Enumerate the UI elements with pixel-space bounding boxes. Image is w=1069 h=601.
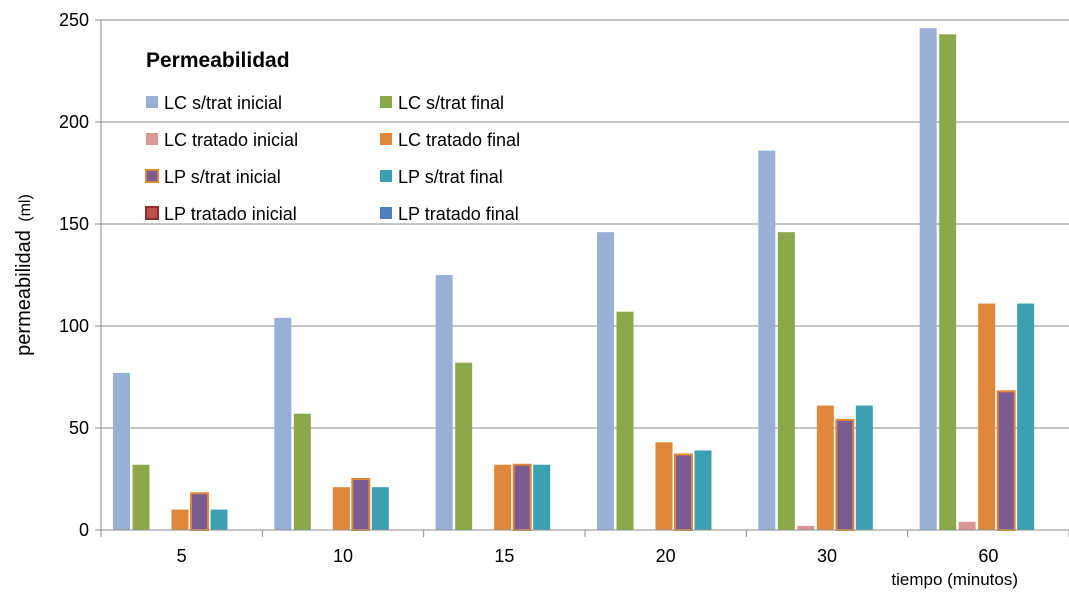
bar	[293, 413, 311, 530]
legend-label: LC s/trat final	[398, 93, 504, 113]
bar	[996, 390, 1016, 531]
legend-swatch	[146, 96, 158, 108]
gridlines	[101, 19, 1069, 429]
bar	[494, 464, 512, 530]
legend-swatch	[145, 206, 159, 220]
legend-label: LC tratado final	[398, 130, 520, 150]
bar	[1017, 303, 1035, 530]
bar	[274, 317, 292, 530]
x-tick-label: 60	[978, 546, 998, 566]
x-tick-label: 10	[333, 546, 353, 566]
y-tick-label: 100	[59, 316, 89, 336]
bar	[351, 478, 371, 531]
y-axis-title: permeabilidad (ml)	[13, 194, 35, 356]
y-tick-label: 50	[69, 418, 89, 438]
bar	[132, 464, 150, 530]
legend-swatch	[380, 170, 392, 182]
bar	[332, 487, 350, 530]
x-tick-label: 30	[817, 546, 837, 566]
bar	[919, 28, 937, 530]
bar	[616, 311, 634, 530]
bar	[939, 34, 957, 530]
x-tick-label: 20	[656, 546, 676, 566]
legend-label: LC tratado inicial	[164, 130, 298, 150]
y-axis-title-main: permeabilidad	[13, 230, 35, 356]
legend-label: LP s/trat final	[398, 167, 503, 187]
legend-label: LP tratado final	[398, 204, 519, 224]
y-tick-label: 200	[59, 112, 89, 132]
bar	[777, 232, 795, 530]
legend-swatch	[380, 133, 392, 145]
x-tick-label: 5	[177, 546, 187, 566]
bar	[674, 453, 693, 531]
bars	[113, 28, 1035, 531]
axes: 0 50 100 150 200 250 5 10 15 20 30 60	[59, 10, 1069, 566]
legend-label: LP tratado inicial	[164, 204, 297, 224]
bar	[512, 463, 532, 531]
legend-label: LC s/trat inicial	[164, 93, 282, 113]
bar	[958, 521, 976, 530]
bar	[855, 405, 873, 530]
y-axis-title-unit: (ml)	[17, 194, 34, 222]
bar	[655, 442, 673, 530]
bar	[816, 405, 834, 530]
bar	[835, 418, 855, 531]
legend-swatch	[146, 133, 158, 145]
legend: LC s/trat inicial LC s/trat final LC trata…	[145, 93, 520, 224]
bar	[694, 450, 712, 530]
y-tick-label: 150	[59, 214, 89, 234]
x-tick-label: 15	[494, 546, 514, 566]
x-axis-title: tiempo (minutos)	[891, 570, 1018, 589]
bar	[533, 464, 551, 530]
bar	[758, 150, 776, 530]
legend-label: LP s/trat inicial	[164, 167, 281, 187]
bar	[190, 492, 209, 531]
bar	[210, 509, 228, 530]
bar	[797, 525, 815, 530]
bar	[113, 372, 130, 530]
bar	[978, 303, 996, 530]
legend-swatch	[380, 207, 392, 219]
bar	[435, 275, 453, 530]
bar	[371, 487, 389, 530]
bar	[171, 509, 189, 530]
bar	[455, 362, 473, 530]
legend-title: Permeabilidad	[146, 49, 290, 72]
y-tick-label: 250	[59, 10, 89, 30]
legend-swatch	[145, 169, 159, 183]
y-tick-label: 0	[79, 520, 89, 540]
bar	[597, 232, 614, 530]
legend-swatch	[380, 96, 392, 108]
